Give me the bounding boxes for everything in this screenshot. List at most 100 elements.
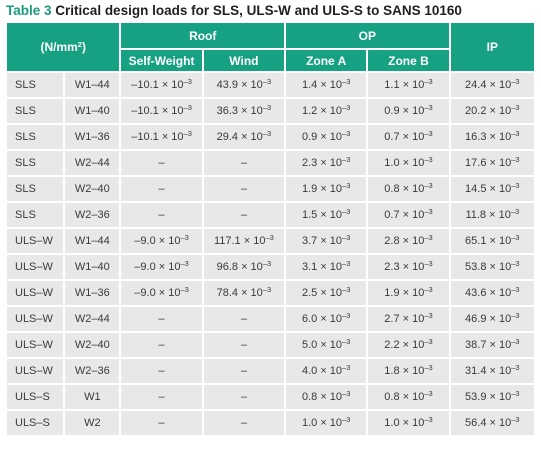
- value-exponent: –3: [262, 129, 272, 138]
- value-exponent: –3: [424, 77, 433, 86]
- wind-header: Wind: [203, 50, 285, 71]
- value-mantissa: 53.9 × 10: [465, 391, 512, 403]
- value-exponent: –3: [262, 285, 272, 294]
- self-weight-cell: –: [121, 359, 202, 383]
- value-mantissa: 1.1 × 10: [384, 79, 425, 91]
- value-exponent: –3: [424, 233, 433, 242]
- wall-type-cell: W1–36: [65, 125, 120, 149]
- wind-cell: –: [203, 411, 285, 435]
- self-weight-cell: –: [121, 203, 202, 227]
- value-mantissa: –: [158, 339, 165, 351]
- ip-cell: 17.6 × 10–3: [450, 151, 534, 175]
- ip-cell: 43.6 × 10–3: [450, 281, 534, 305]
- value-exponent: –3: [183, 77, 192, 86]
- value-mantissa: –: [240, 183, 247, 195]
- value-mantissa: 3.1 × 10: [301, 261, 343, 273]
- zone-a-cell: 3.1 × 10–3: [286, 255, 367, 279]
- value-exponent: –3: [511, 103, 520, 112]
- wind-cell: 117.1 × 10–3: [203, 229, 285, 253]
- value-exponent: –3: [424, 103, 433, 112]
- wall-type-cell: W1: [65, 385, 120, 409]
- self-weight-cell: –: [121, 333, 202, 357]
- value-mantissa: –9.0 × 10: [134, 235, 181, 247]
- value-mantissa: 78.4 × 10: [216, 287, 263, 299]
- value-mantissa: 1.9 × 10: [384, 287, 425, 299]
- value-exponent: –3: [342, 103, 351, 112]
- wind-cell: –: [203, 151, 285, 175]
- value-mantissa: 0.8 × 10: [384, 183, 425, 195]
- ip-cell: 14.5 × 10–3: [450, 177, 534, 201]
- self-weight-cell: –10.1 × 10–3: [121, 73, 202, 97]
- table-row: SLS W1–36 –10.1 × 10–3 29.4 × 10–3 0.9 × 10–…: [7, 125, 534, 149]
- limit-state-cell: ULS–W: [7, 333, 64, 357]
- value-mantissa: 0.7 × 10: [384, 131, 425, 143]
- limit-state-cell: SLS: [7, 177, 64, 201]
- value-mantissa: 1.5 × 10: [301, 209, 343, 221]
- table-row: ULS–W W2–44– –6.0 × 10–3 2.7 × 10–3 46.9 × 1…: [7, 307, 534, 331]
- value-mantissa: 2.8 × 10: [384, 235, 425, 247]
- value-exponent: –3: [180, 233, 189, 242]
- value-mantissa: 0.7 × 10: [384, 209, 425, 221]
- table-title: Critical design loads for SLS, ULS-W and…: [55, 3, 462, 18]
- roof-header: Roof: [121, 23, 285, 48]
- value-exponent: –3: [180, 259, 189, 268]
- value-exponent: –3: [424, 207, 433, 216]
- ip-cell: 16.3 × 10–3: [450, 125, 534, 149]
- limit-state-cell: SLS: [7, 125, 64, 149]
- value-exponent: –3: [342, 129, 351, 138]
- limit-state-cell: SLS: [7, 203, 64, 227]
- ip-cell: 20.2 × 10–3: [450, 99, 534, 123]
- value-exponent: –3: [342, 311, 351, 320]
- value-mantissa: 53.8 × 10: [465, 261, 512, 273]
- value-exponent: –3: [183, 103, 192, 112]
- value-mantissa: 5.0 × 10: [301, 339, 343, 351]
- zone-b-cell: 0.8 × 10–3: [368, 177, 449, 201]
- value-mantissa: 1.2 × 10: [301, 105, 343, 117]
- value-mantissa: –10.1 × 10: [131, 131, 184, 143]
- value-exponent: –3: [424, 181, 433, 190]
- ip-cell: 46.9 × 10–3: [450, 307, 534, 331]
- value-mantissa: –: [240, 157, 247, 169]
- limit-state-cell: ULS–W: [7, 307, 64, 331]
- wall-type-cell: W2–40: [65, 177, 120, 201]
- wall-type-cell: W2–44: [65, 307, 120, 331]
- zone-a-cell: 0.9 × 10–3: [286, 125, 367, 149]
- self-weight-cell: –9.0 × 10–3: [121, 229, 202, 253]
- zone-b-cell: 1.1 × 10–3: [368, 73, 449, 97]
- wind-cell: 29.4 × 10–3: [203, 125, 285, 149]
- op-header: OP: [286, 23, 449, 48]
- value-mantissa: –9.0 × 10: [134, 287, 181, 299]
- value-mantissa: 46.9 × 10: [465, 313, 512, 325]
- value-exponent: –3: [342, 363, 351, 372]
- table-row: ULS–W W1–40 –9.0 × 10–3 96.8 × 10–3 3.1 × 10…: [7, 255, 534, 279]
- value-mantissa: –: [240, 209, 247, 221]
- table-header: (N/mm2) Roof OP IP Self-Weight Wind Zone…: [7, 23, 534, 71]
- value-mantissa: 6.0 × 10: [301, 313, 343, 325]
- value-mantissa: 0.9 × 10: [384, 105, 425, 117]
- value-mantissa: –: [158, 157, 165, 169]
- wind-cell: –: [203, 177, 285, 201]
- table-row: SLS W2–36– –1.5 × 10–3 0.7 × 10–3 11.8 × 10–…: [7, 203, 534, 227]
- value-exponent: –3: [511, 363, 520, 372]
- value-mantissa: –: [240, 339, 247, 351]
- zone-b-cell: 2.2 × 10–3: [368, 333, 449, 357]
- value-mantissa: 3.7 × 10: [301, 235, 343, 247]
- limit-state-cell: SLS: [7, 151, 64, 175]
- value-exponent: –3: [424, 129, 433, 138]
- self-weight-cell: –9.0 × 10–3: [121, 255, 202, 279]
- value-mantissa: 1.4 × 10: [301, 79, 343, 91]
- value-exponent: –3: [511, 129, 520, 138]
- value-mantissa: –9.0 × 10: [134, 261, 181, 273]
- value-mantissa: –: [158, 209, 165, 221]
- value-exponent: –3: [424, 155, 433, 164]
- ip-cell: 53.9 × 10–3: [450, 385, 534, 409]
- zone-a-header: Zone A: [286, 50, 367, 71]
- zone-b-cell: 1.9 × 10–3: [368, 281, 449, 305]
- value-mantissa: 16.3 × 10: [465, 131, 512, 143]
- value-exponent: –3: [511, 233, 520, 242]
- self-weight-cell: –: [121, 151, 202, 175]
- ip-cell: 65.1 × 10–3: [450, 229, 534, 253]
- value-mantissa: 17.6 × 10: [465, 157, 512, 169]
- table-row: ULS–W W2–36– –4.0 × 10–3 1.8 × 10–3 31.4 × 1…: [7, 359, 534, 383]
- value-exponent: –3: [342, 337, 351, 346]
